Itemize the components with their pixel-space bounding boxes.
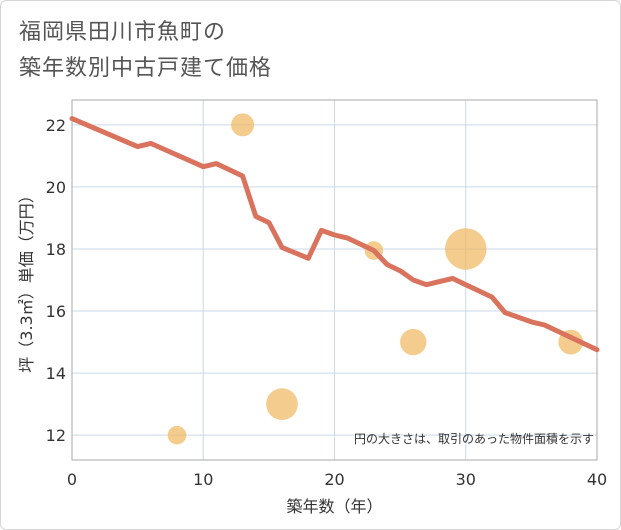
y-axis-label: 坪（3.3㎡）単価（万円）: [17, 187, 36, 372]
y-tick-label: 22: [46, 116, 66, 135]
bubble-point: [167, 425, 187, 445]
bubble-point: [266, 388, 298, 420]
x-tick-label: 0: [67, 470, 77, 489]
plot-border: [71, 99, 598, 461]
bubble-point: [400, 328, 427, 356]
chart-title-line1: 福岡県田川市魚町の: [19, 20, 227, 45]
grid-lines: [71, 100, 598, 460]
x-tick-labels: 0 10 20 30 40: [67, 470, 607, 489]
chart-title-line2: 築年数別中古戸建て価格: [19, 56, 273, 81]
y-tick-label: 16: [46, 302, 66, 321]
bubble-series: [167, 113, 584, 445]
chart-title: 福岡県田川市魚町の 築年数別中古戸建て価格: [19, 15, 272, 87]
trend-line: [69, 116, 600, 353]
y-tick-labels: 12 14 16 18 20 22: [46, 116, 66, 445]
trend-series: [69, 116, 600, 353]
x-tick-label: 40: [587, 470, 607, 489]
bubble-point: [231, 113, 255, 137]
bubble-size-note: 円の大きさは、取引のあった物件面積を示す: [354, 431, 594, 446]
y-tick-label: 14: [46, 364, 66, 383]
x-tick-label: 30: [456, 470, 476, 489]
y-tick-label: 20: [46, 178, 66, 197]
x-tick-label: 10: [193, 470, 213, 489]
x-tick-label: 20: [324, 470, 344, 489]
y-tick-label: 18: [46, 240, 66, 259]
x-axis-label: 築年数（年）: [286, 497, 382, 516]
y-tick-label: 12: [46, 426, 66, 445]
bubble-point: [444, 228, 487, 270]
